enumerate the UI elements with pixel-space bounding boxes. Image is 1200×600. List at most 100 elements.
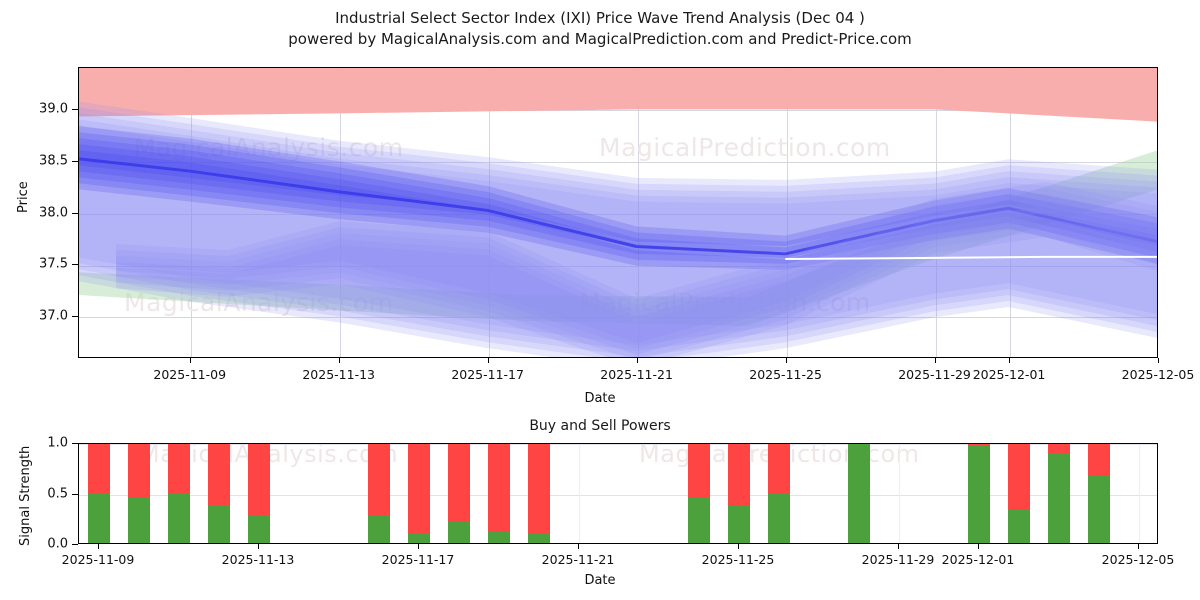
wave-band-lower-wave-branch xyxy=(116,187,1157,349)
price-x-tick-label: 2025-11-09 xyxy=(153,367,227,382)
buy-power-segment xyxy=(368,514,390,543)
wave-band-wave-core-band xyxy=(79,150,1157,270)
signal-bar[interactable] xyxy=(448,444,470,543)
signal-bar[interactable] xyxy=(88,444,110,543)
price-x-tick-mark xyxy=(785,358,787,363)
wave-band-wave-core-band xyxy=(79,144,1157,264)
signal-x-tick-mark xyxy=(258,544,259,549)
signal-gridline-v xyxy=(899,444,900,543)
signal-bar[interactable] xyxy=(168,444,190,543)
buy-power-segment xyxy=(208,504,230,543)
signal-bar[interactable] xyxy=(768,444,790,543)
price-x-tick-mark xyxy=(1009,358,1011,363)
sell-power-segment xyxy=(728,444,750,505)
signal-bar[interactable] xyxy=(1088,444,1110,543)
signal-y-tick-label: 0.5 xyxy=(47,486,68,501)
sell-power-segment xyxy=(368,444,390,515)
price-y-tick-label: 39.0 xyxy=(39,101,68,117)
wave-band-lower-wave-branch xyxy=(116,199,1157,357)
wave-band-wave-envelope-outer xyxy=(79,107,1157,352)
buy-power-segment xyxy=(168,492,190,543)
price-x-tick-label: 2025-11-13 xyxy=(302,367,376,382)
signal-bar[interactable] xyxy=(848,444,870,543)
price-gridline-v xyxy=(637,68,639,357)
wave-band-wave-envelope-outer xyxy=(79,113,1157,357)
buy-power-segment xyxy=(528,532,550,543)
sell-power-segment xyxy=(968,444,990,446)
price-y-tick-label: 38.5 xyxy=(39,153,68,169)
signal-bar[interactable] xyxy=(128,444,150,543)
signal-x-tick-mark xyxy=(418,544,419,549)
signal-bar[interactable] xyxy=(1048,444,1070,543)
signal-bar[interactable] xyxy=(488,444,510,543)
signal-y-tick-label: 1.0 xyxy=(47,435,68,451)
price-y-tick-label: 37.5 xyxy=(39,256,68,272)
sell-power-segment xyxy=(128,444,150,498)
buy-power-segment xyxy=(688,496,710,543)
price-y-tick-mark xyxy=(72,108,78,110)
signal-x-tick-mark xyxy=(1138,544,1139,549)
wave-band-lower-wave-branch xyxy=(116,193,1157,355)
chart-title: Industrial Select Sector Index (IXI) Pri… xyxy=(335,9,865,27)
wave-line-wave-mid-line xyxy=(79,157,1157,256)
signal-x-tick-label: 2025-11-09 xyxy=(61,552,135,567)
sell-power-segment xyxy=(1088,444,1110,476)
signal-gridline-v xyxy=(579,444,580,543)
price-gridline-v xyxy=(1010,68,1011,357)
signal-bar[interactable] xyxy=(528,444,550,543)
buy-power-segment xyxy=(1048,453,1070,543)
signal-bar[interactable] xyxy=(1008,444,1030,543)
signal-x-tick-label: 2025-12-01 xyxy=(941,552,1015,567)
price-x-tick-label: 2025-11-29 xyxy=(898,367,971,382)
buy-power-segment xyxy=(768,492,790,543)
price-x-tick-mark xyxy=(189,358,191,363)
sell-power-segment xyxy=(528,444,550,533)
signal-x-axis-label: Date xyxy=(584,573,616,588)
signal-bar[interactable] xyxy=(208,444,230,543)
signal-y-tick-mark xyxy=(72,443,78,444)
signal-x-tick-label: 2025-11-29 xyxy=(861,552,935,567)
price-gridline-h xyxy=(79,109,1157,111)
signal-x-tick-mark xyxy=(98,544,99,549)
price-wave-bands xyxy=(79,68,1157,357)
price-gridline-h xyxy=(79,317,1157,319)
sell-power-segment xyxy=(88,444,110,493)
price-x-tick-label: 2025-11-17 xyxy=(451,367,524,382)
price-gridline-h xyxy=(79,161,1157,163)
price-x-tick-mark xyxy=(1158,358,1159,363)
signal-bar[interactable] xyxy=(248,444,270,543)
sell-power-segment xyxy=(408,444,430,533)
signal-bar[interactable] xyxy=(368,444,390,543)
sell-power-segment xyxy=(768,444,790,493)
signal-bar[interactable] xyxy=(408,444,430,543)
signal-y-tick-mark xyxy=(72,493,78,495)
buy-power-segment xyxy=(448,520,470,543)
buy-power-segment xyxy=(488,531,510,543)
signal-bar[interactable] xyxy=(688,444,710,543)
signal-y-tick-label: 0.0 xyxy=(47,536,68,552)
price-x-tick-label: 2025-12-05 xyxy=(1121,367,1195,382)
price-x-tick-mark xyxy=(636,358,638,363)
sell-power-segment xyxy=(1048,444,1070,454)
sell-power-segment xyxy=(448,444,470,521)
wave-band-wave-core-band xyxy=(79,132,1157,252)
signal-gridline xyxy=(79,444,1157,445)
price-x-tick-mark xyxy=(338,358,340,363)
signal-bar[interactable] xyxy=(968,444,990,543)
signal-x-tick-label: 2025-11-17 xyxy=(381,552,455,567)
sell-power-segment xyxy=(208,444,230,505)
price-x-tick-mark xyxy=(487,358,489,363)
buy-power-segment xyxy=(848,444,870,543)
signal-x-tick-label: 2025-11-21 xyxy=(541,552,615,567)
price-gridline-v xyxy=(190,68,192,357)
signal-bar[interactable] xyxy=(728,444,750,543)
sell-power-segment xyxy=(248,444,270,515)
wave-band-wave-envelope-outer xyxy=(79,101,1157,346)
buy-power-segment xyxy=(1088,475,1110,543)
price-x-tick-label: 2025-11-25 xyxy=(749,367,822,382)
price-gridline-v xyxy=(488,68,490,357)
buy-power-segment xyxy=(1008,509,1030,543)
price-x-axis-label: Date xyxy=(584,391,616,406)
signal-chart-title: Buy and Sell Powers xyxy=(529,418,671,434)
